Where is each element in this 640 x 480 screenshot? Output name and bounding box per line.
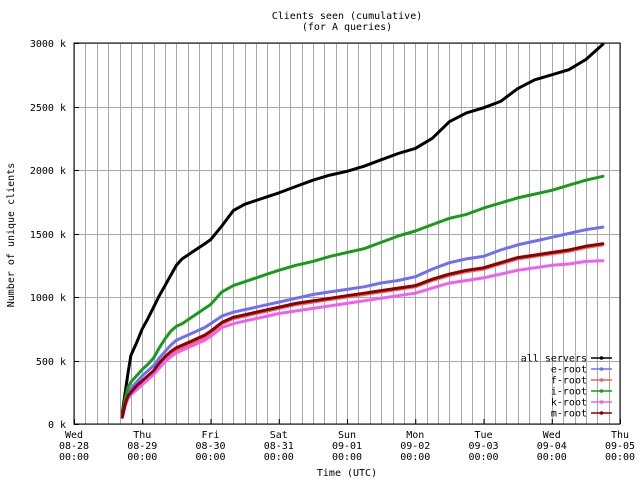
x-tick-day: Mon: [406, 430, 424, 441]
x-tick-time: 00:00: [400, 452, 430, 463]
x-tick-day: Thu: [611, 430, 629, 441]
chart-subtitle: (for A queries): [302, 22, 392, 33]
x-tick-date: 08-28: [59, 441, 89, 452]
x-tick-date: 09-04: [537, 441, 567, 452]
legend-label: e-root: [551, 365, 587, 376]
legend-label: i-root: [551, 387, 587, 398]
series-line-all-servers: [120, 42, 605, 415]
x-tick-date: 09-03: [468, 441, 498, 452]
y-axis-label: Number of unique clients: [6, 163, 17, 308]
series-line-m-root: [120, 242, 605, 419]
y-tick-label: 500 k: [36, 357, 66, 368]
x-tick-day: Thu: [133, 430, 151, 441]
legend-label: m-root: [551, 409, 587, 420]
y-tick-label: 2500 k: [30, 103, 66, 114]
x-axis-label: Time (UTC): [317, 468, 377, 479]
legend-marker: [599, 411, 604, 415]
x-tick-date: 09-05: [605, 441, 635, 452]
x-tick-date: 08-30: [195, 441, 225, 452]
x-tick-day: Sat: [270, 430, 288, 441]
series-line-k-root: [120, 259, 605, 420]
x-tick-day: Wed: [65, 430, 83, 441]
y-tick-label: 0 k: [48, 420, 66, 431]
x-axis: Wed08-2800:00Thu08-2900:00Fri08-3000:00S…: [59, 419, 635, 463]
legend-label: f-root: [551, 376, 587, 387]
x-tick-day: Fri: [201, 430, 219, 441]
x-tick-day: Tue: [474, 430, 492, 441]
y-tick-label: 3000 k: [30, 39, 66, 50]
legend-marker: [599, 389, 604, 393]
legend-marker: [599, 356, 604, 360]
x-tick-date: 08-29: [127, 441, 157, 452]
x-tick-time: 00:00: [127, 452, 157, 463]
series-line-i-root: [120, 174, 605, 417]
y-tick-label: 1000 k: [30, 293, 66, 304]
legend-marker: [599, 367, 604, 371]
x-tick-time: 00:00: [195, 452, 225, 463]
x-tick-time: 00:00: [468, 452, 498, 463]
series-line-e-root: [120, 225, 605, 418]
legend-marker: [599, 378, 604, 382]
x-tick-time: 00:00: [59, 452, 89, 463]
x-tick-time: 00:00: [537, 452, 567, 463]
x-tick-time: 00:00: [605, 452, 635, 463]
series-layer: [120, 42, 605, 420]
y-axis: 0 k 500 k 1000 k 1500 k 2000 k 2500 k 3000 k: [30, 39, 79, 431]
y-tick-label: 2000 k: [30, 166, 66, 177]
legend-label: k-root: [551, 398, 587, 409]
chart-title: Clients seen (cumulative): [272, 11, 423, 22]
legend: all serverse-rootf-rooti-rootk-rootm-roo…: [521, 354, 612, 420]
x-tick-time: 00:00: [332, 452, 362, 463]
legend-label: all servers: [521, 354, 587, 365]
x-tick-time: 00:00: [264, 452, 294, 463]
x-tick-day: Wed: [543, 430, 561, 441]
x-tick-date: 09-02: [400, 441, 430, 452]
x-tick-date: 09-01: [332, 441, 362, 452]
legend-marker: [599, 400, 604, 404]
x-tick-day: Sun: [338, 430, 356, 441]
y-tick-label: 1500 k: [30, 230, 66, 241]
x-tick-date: 08-31: [264, 441, 294, 452]
grid: [74, 43, 621, 425]
